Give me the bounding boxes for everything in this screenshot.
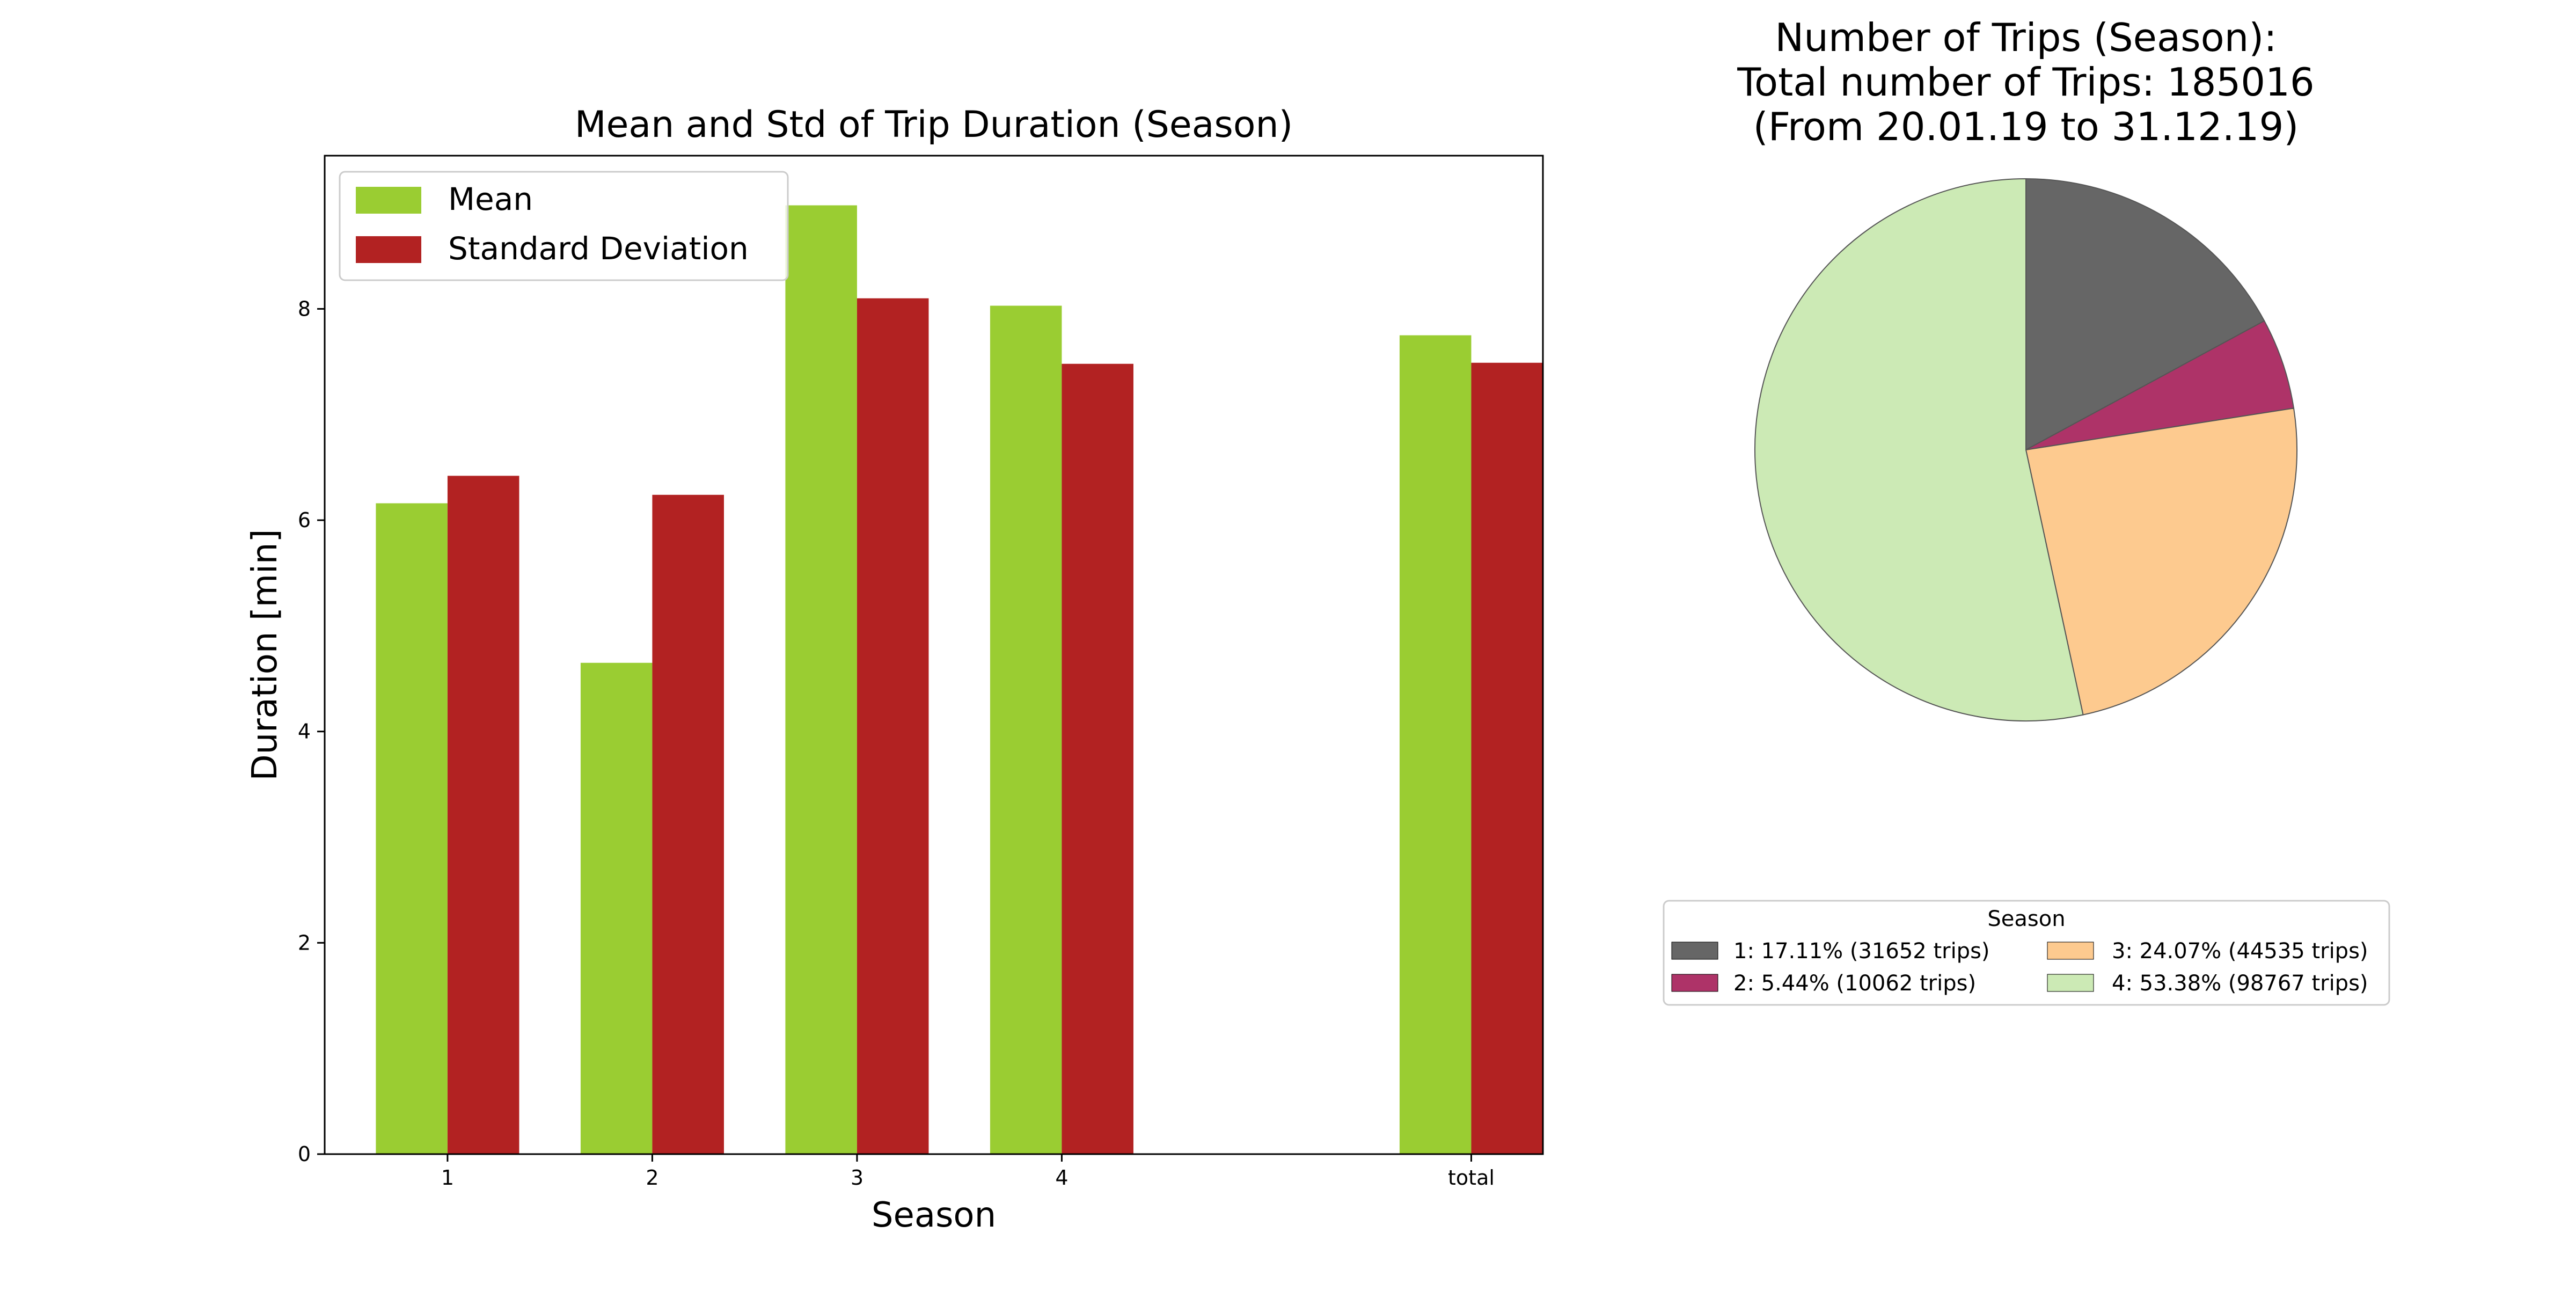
pie-slice-2	[2025, 320, 2295, 450]
x-axis-label: Season	[872, 1195, 996, 1235]
pie-title-line-3: (From 20.01.19 to 31.12.19)	[1753, 104, 2299, 149]
pie-title-line-1: Number of Trips (Season):	[1775, 15, 2277, 60]
pie-slice-1	[2025, 178, 2265, 451]
pie-legend-swatch-2	[1671, 974, 1718, 992]
pie-title-line-2: Total number of Trips: 185016	[1737, 60, 2314, 105]
y-tick-label: 6	[298, 508, 311, 532]
bar-legend-box	[339, 171, 789, 281]
pie-legend: Season 1: 17.11% (31652 trips) 2: 5.44% …	[1663, 900, 2390, 1006]
pie-legend-label-4: 4: 53.38% (98767 trips)	[2112, 971, 2368, 996]
bar-std-3	[857, 298, 929, 1154]
bar-std-total	[1471, 362, 1543, 1154]
pie-legend-swatch-1	[1671, 942, 1718, 960]
x-tick-label: total	[1448, 1166, 1495, 1190]
x-tick-label: 3	[851, 1166, 863, 1190]
pie-slice-4	[1754, 178, 2084, 721]
y-axis-label: Duration [min]	[245, 529, 285, 781]
bar-marks	[376, 205, 1543, 1154]
y-tick-label: 2	[298, 931, 311, 954]
bar-mean-4	[990, 305, 1062, 1154]
pie-legend-swatch-3	[2047, 942, 2094, 960]
legend-label-mean: Mean	[448, 181, 533, 217]
x-tick-label: 1	[441, 1166, 454, 1190]
pie-slices	[1754, 178, 2297, 721]
pie-legend-label-1: 1: 17.11% (31652 trips)	[1733, 939, 1990, 964]
plot-frame	[324, 155, 1544, 1155]
pie-chart: Number of Trips (Season): Total number o…	[1663, 15, 2390, 1006]
x-axis-ticks: 1 2 3 4 total	[441, 1154, 1495, 1190]
bar-mean-total	[1399, 335, 1472, 1154]
legend-swatch-std	[356, 236, 421, 263]
bar-std-2	[652, 494, 724, 1154]
pie-legend-label-2: 2: 5.44% (10062 trips)	[1733, 971, 1976, 996]
bar-mean-3	[785, 205, 857, 1154]
pie-legend-swatch-4	[2047, 974, 2094, 992]
legend-swatch-mean	[356, 187, 421, 214]
bar-chart: Mean and Std of Trip Duration (Season) 0…	[245, 104, 1544, 1235]
pie-legend-label-3: 3: 24.07% (44535 trips)	[2112, 939, 2368, 964]
pie-slice-3	[2025, 407, 2297, 716]
bar-mean-2	[580, 662, 653, 1154]
pie-legend-title: Season	[1987, 907, 2065, 931]
bar-legend: Mean Standard Deviation	[339, 171, 789, 281]
bar-mean-1	[376, 503, 448, 1154]
bar-std-1	[447, 476, 519, 1154]
y-tick-label: 0	[298, 1142, 311, 1166]
y-tick-label: 8	[298, 297, 311, 320]
y-tick-label: 4	[298, 720, 311, 743]
x-tick-label: 2	[646, 1166, 658, 1190]
pie-legend-box	[1663, 900, 2390, 1006]
y-axis-ticks: 0 2 4 6 8	[298, 297, 325, 1166]
legend-label-std: Standard Deviation	[448, 230, 749, 267]
x-tick-label: 4	[1055, 1166, 1068, 1190]
bar-chart-title: Mean and Std of Trip Duration (Season)	[575, 104, 1293, 146]
bar-std-4	[1062, 363, 1133, 1154]
